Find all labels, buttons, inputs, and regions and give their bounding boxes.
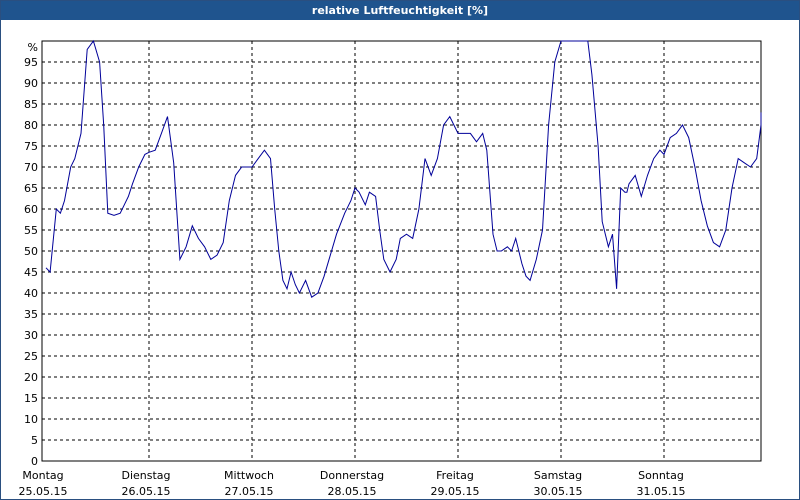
chart-title: relative Luftfeuchtigkeit [%] (1, 1, 799, 20)
y-tick-label: 45 (24, 266, 38, 279)
y-tick-label: 50 (24, 245, 38, 258)
y-tick-label: 10 (24, 413, 38, 426)
x-tick-date: 31.05.15 (637, 485, 686, 498)
x-axis-ticks: Montag 25.05.15 Dienstag 26.05.15 Mittwoch 27… (19, 469, 686, 498)
y-tick-label: 70 (24, 161, 38, 174)
y-tick-label: 15 (24, 392, 38, 405)
x-tick-date: 30.05.15 (534, 485, 583, 498)
y-tick-label: 65 (24, 182, 38, 195)
y-tick-label: 85 (24, 98, 38, 111)
y-unit-label: % (28, 41, 38, 54)
y-tick-label: 55 (24, 224, 38, 237)
x-tick-date: 28.05.15 (328, 485, 377, 498)
y-tick-label: 75 (24, 140, 38, 153)
x-tick-day: Montag (22, 469, 63, 482)
y-tick-label: 25 (24, 350, 38, 363)
y-tick-label: 5 (31, 434, 38, 447)
y-tick-label: 80 (24, 119, 38, 132)
x-tick-day: Freitag (436, 469, 474, 482)
humidity-line (45, 39, 762, 298)
y-axis-ticks: 0 5 10 15 20 25 30 35 40 45 50 55 60 65 70 75 80 85 90 95% (24, 41, 38, 468)
y-tick-label: 35 (24, 308, 38, 321)
grid-lines (42, 41, 761, 461)
plot-frame (41, 40, 762, 462)
y-tick-label: 20 (24, 371, 38, 384)
y-tick-label: 30 (24, 329, 38, 342)
x-tick-day: Donnerstag (320, 469, 384, 482)
y-tick-label: 95 (24, 56, 38, 69)
x-tick-day: Mittwoch (224, 469, 274, 482)
x-tick-date: 26.05.15 (122, 485, 171, 498)
y-tick-label: 40 (24, 287, 38, 300)
y-tick-label: 0 (31, 455, 38, 468)
x-tick-day: Dienstag (121, 469, 170, 482)
x-tick-date: 27.05.15 (225, 485, 274, 498)
x-tick-day: Sonntag (638, 469, 684, 482)
x-tick-day: Samstag (534, 469, 582, 482)
y-tick-label: 60 (24, 203, 38, 216)
y-tick-label: 90 (24, 77, 38, 90)
x-tick-date: 29.05.15 (431, 485, 480, 498)
x-tick-date: 25.05.15 (19, 485, 68, 498)
